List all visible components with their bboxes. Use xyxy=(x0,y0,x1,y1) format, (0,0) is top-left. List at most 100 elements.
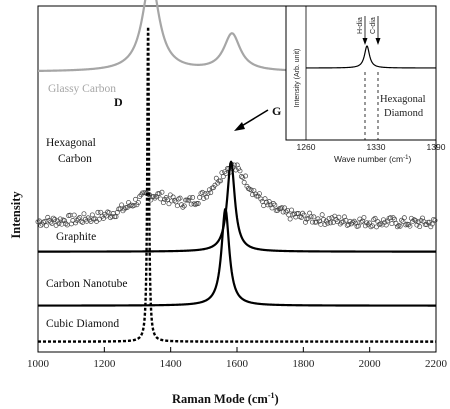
data-point xyxy=(264,199,269,205)
data-point xyxy=(106,210,112,216)
data-point xyxy=(75,216,81,222)
data-point xyxy=(183,197,189,203)
data-point xyxy=(266,199,272,205)
data-point xyxy=(286,212,292,218)
data-point xyxy=(167,192,173,198)
data-point xyxy=(287,216,293,222)
data-point xyxy=(401,215,407,221)
peak-g-arrow xyxy=(234,109,269,131)
data-point xyxy=(418,218,424,224)
data-point xyxy=(399,217,405,223)
series-label-hexagonal-carbon-line2: Carbon xyxy=(58,153,92,165)
data-point xyxy=(101,215,106,221)
data-point xyxy=(218,178,223,184)
x-tick-label: 1800 xyxy=(292,358,315,370)
data-point xyxy=(73,220,79,226)
series-hexagonal-carbon xyxy=(35,161,438,230)
data-point xyxy=(152,195,158,201)
data-point xyxy=(355,223,361,229)
data-point xyxy=(326,215,332,221)
data-point xyxy=(279,205,285,211)
data-point xyxy=(71,212,77,218)
data-point xyxy=(381,217,386,223)
data-point xyxy=(394,224,400,230)
x-axis-label: Raman Mode (cm-1) xyxy=(172,391,279,406)
data-point xyxy=(314,219,320,225)
data-point xyxy=(372,215,378,221)
data-point xyxy=(265,202,271,208)
data-point xyxy=(59,221,65,227)
data-point xyxy=(199,189,205,195)
data-point xyxy=(329,215,335,221)
data-point xyxy=(237,168,243,174)
inset-x-axis-label: Wave number (cm-1) xyxy=(334,154,411,164)
data-point xyxy=(428,224,434,230)
data-point xyxy=(81,211,87,217)
data-point xyxy=(390,215,396,221)
data-point xyxy=(432,217,438,223)
x-tick-label: 2200 xyxy=(425,358,448,370)
data-point xyxy=(56,221,62,226)
data-point xyxy=(283,209,289,215)
series-label-graphite: Graphite xyxy=(56,231,96,243)
inset-x-tick-label: 1260 xyxy=(297,142,316,152)
data-point xyxy=(195,201,201,206)
inset-x-tick-label: 1330 xyxy=(367,142,386,152)
inset-x-tick-label: 1390 xyxy=(427,142,446,152)
inset-arrowhead xyxy=(362,38,368,45)
data-point xyxy=(112,214,118,220)
data-point xyxy=(63,221,69,227)
data-point xyxy=(361,215,367,220)
data-point xyxy=(45,214,51,220)
data-point xyxy=(240,174,246,180)
data-point xyxy=(368,224,374,230)
inset-x-axis: 1260 1330 1390 xyxy=(297,142,446,152)
data-point xyxy=(126,200,131,206)
data-point xyxy=(308,214,314,220)
data-point xyxy=(119,202,125,208)
data-point xyxy=(190,195,196,200)
data-point xyxy=(350,219,356,225)
data-point xyxy=(153,194,159,199)
data-point xyxy=(397,223,403,229)
data-point xyxy=(48,219,53,225)
data-point xyxy=(113,214,119,220)
data-point xyxy=(95,209,101,215)
data-point xyxy=(131,203,137,208)
inset-chart: H-dia C-dia 1260 1330 1390 Intensity (Arb. … xyxy=(285,5,446,164)
data-point xyxy=(358,219,364,225)
data-point xyxy=(362,223,368,229)
series-graphite xyxy=(37,160,437,253)
data-point xyxy=(346,222,352,228)
data-point xyxy=(408,215,414,221)
data-point xyxy=(174,203,180,209)
series-label-carbon-nanotube: Carbon Nanotube xyxy=(46,278,127,290)
data-point xyxy=(378,221,384,227)
data-point xyxy=(257,191,262,197)
inset-label-hexagonal: Hexagonal xyxy=(380,94,426,105)
data-point xyxy=(336,214,342,220)
inset-arrowhead xyxy=(375,38,381,45)
data-point xyxy=(57,216,63,222)
data-point xyxy=(255,193,261,199)
data-point xyxy=(62,218,67,224)
data-point xyxy=(211,185,216,191)
series-cubic-diamond xyxy=(36,25,438,343)
inset-series-hexagonal-diamond xyxy=(306,45,436,69)
data-point xyxy=(128,202,134,208)
y-axis-label: Intensity xyxy=(9,191,23,239)
data-point xyxy=(194,201,200,207)
data-point xyxy=(208,190,214,196)
data-point xyxy=(50,215,56,221)
data-point xyxy=(248,187,254,193)
data-point xyxy=(415,219,421,225)
data-point xyxy=(243,173,249,179)
data-point xyxy=(49,220,55,226)
data-point xyxy=(201,196,207,201)
data-point xyxy=(413,218,418,224)
data-point xyxy=(305,215,311,221)
peak-label-d: D xyxy=(114,95,123,109)
data-point xyxy=(316,218,322,224)
data-point xyxy=(98,209,104,215)
